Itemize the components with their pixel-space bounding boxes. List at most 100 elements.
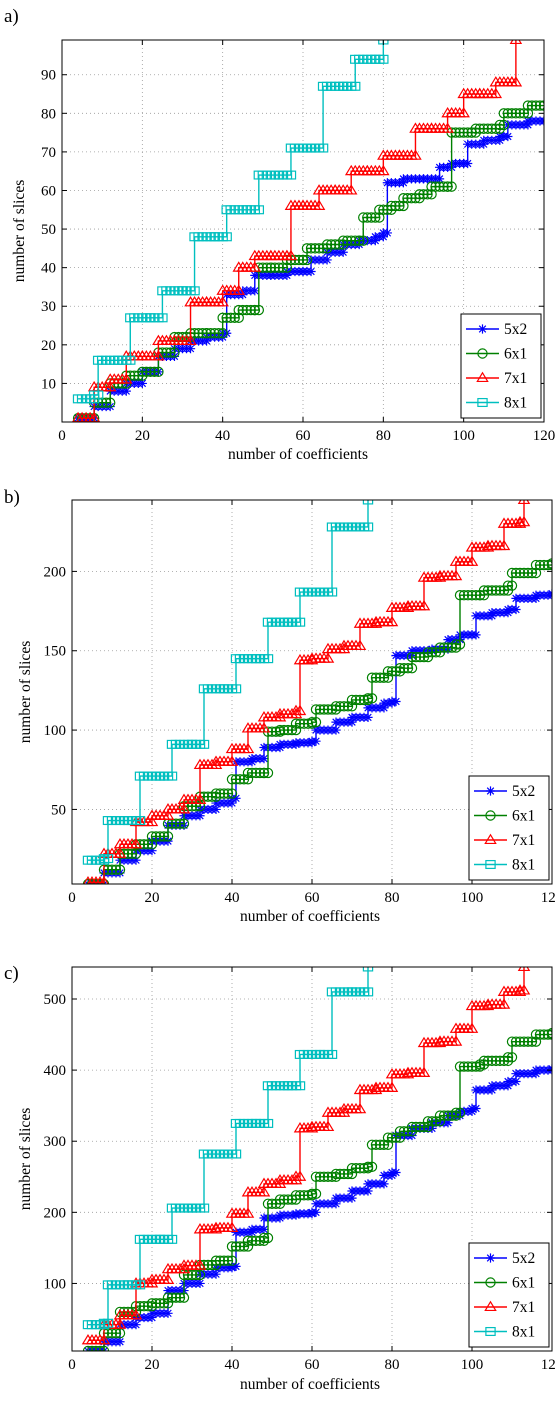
- data-point-6x1: [242, 1235, 254, 1246]
- data-point-6x1: [178, 1292, 190, 1303]
- data-point-5x2: [463, 158, 473, 169]
- legend-label: 8x1: [512, 1324, 535, 1341]
- data-point-5x2: [147, 846, 157, 856]
- data-point-8x1: [326, 1049, 338, 1059]
- y-tick-label: 40: [41, 261, 56, 277]
- data-point-6x1: [370, 1139, 382, 1150]
- legend-marker: [484, 1300, 497, 1312]
- legend-label: 7x1: [504, 370, 527, 387]
- data-point-6x1: [398, 193, 409, 204]
- data-point-8x1: [285, 170, 297, 180]
- data-point-6x1: [482, 585, 494, 596]
- data-point-6x1: [174, 1292, 186, 1303]
- data-point-6x1: [218, 788, 230, 799]
- data-point-6x1: [494, 585, 506, 596]
- x-tick-label: 80: [385, 1357, 400, 1373]
- x-tick-label: 60: [305, 1357, 320, 1373]
- data-point-7x1: [337, 642, 351, 654]
- data-point-6x1: [362, 693, 374, 704]
- data-point-6x1: [273, 262, 285, 273]
- data-point-7x1: [145, 815, 159, 827]
- data-point-6x1: [410, 651, 422, 663]
- legend-marker: [477, 397, 488, 408]
- series-7x1: [71, 40, 523, 422]
- data-point-6x1: [454, 127, 465, 138]
- data-point-7x1: [209, 1223, 223, 1234]
- data-point-6x1: [82, 878, 94, 884]
- data-point-6x1: [217, 328, 228, 339]
- data-point-6x1: [226, 788, 238, 799]
- data-point-7x1: [120, 373, 133, 384]
- data-point-6x1: [398, 662, 410, 674]
- data-point-6x1: [414, 651, 426, 663]
- legend-marker: [485, 810, 496, 821]
- data-point-6x1: [522, 1036, 534, 1047]
- data-point-5x2: [195, 1278, 205, 1289]
- data-point-6x1: [254, 767, 266, 779]
- data-point-6x1: [426, 1116, 438, 1127]
- data-point-6x1: [154, 1298, 166, 1309]
- data-point-5x2: [503, 131, 513, 142]
- legend-marker: [485, 786, 496, 796]
- data-point-6x1: [482, 123, 493, 134]
- data-point-5x2: [338, 247, 348, 257]
- data-point-7x1: [497, 539, 511, 551]
- legend-label: 7x1: [512, 832, 535, 849]
- data-point-5x2: [169, 351, 180, 362]
- data-point-6x1: [169, 347, 180, 358]
- data-point-6x1: [430, 181, 441, 192]
- x-tick-label: 100: [452, 428, 475, 444]
- data-point-6x1: [414, 1121, 426, 1133]
- chart-panel-3: c) 0 20 40 60 80 100 120 100 200 300 400 500 number o…: [4, 963, 556, 1393]
- data-point-6x1: [366, 1139, 378, 1150]
- data-point-6x1: [334, 1168, 346, 1180]
- legend-entry-6x1: 6x1: [474, 808, 535, 825]
- data-point-7x1: [509, 76, 523, 87]
- data-point-6x1: [318, 704, 330, 715]
- data-point-7x1: [161, 809, 175, 820]
- data-point-8x1: [350, 81, 361, 91]
- y-tick-label: 80: [41, 106, 56, 122]
- data-point-5x2: [231, 1261, 241, 1271]
- legend: 5x2 6x1 7x1 8x1: [468, 775, 550, 881]
- data-point-6x1: [526, 567, 538, 579]
- data-point-7x1: [417, 1066, 431, 1078]
- data-point-6x1: [145, 366, 156, 378]
- data-point-6x1: [334, 701, 346, 712]
- series-6x1: [82, 1027, 552, 1351]
- data-point-6x1: [438, 642, 450, 653]
- data-point-7x1: [232, 284, 245, 295]
- data-point-6x1: [274, 1194, 286, 1205]
- data-point-8x1: [166, 1234, 178, 1244]
- data-point-7x1: [517, 500, 531, 505]
- data-point-6x1: [406, 1121, 418, 1133]
- data-point-5x2: [363, 712, 373, 722]
- data-point-7x1: [481, 541, 495, 552]
- data-point-5x2: [347, 717, 357, 727]
- x-axis-label: number of coefficients: [228, 446, 368, 463]
- ticks: 0 20 40 60 80 100 120 50 100 150 200: [44, 500, 556, 906]
- data-point-5x2: [379, 703, 389, 713]
- data-point-6x1: [246, 1235, 258, 1246]
- data-point-5x2: [137, 378, 147, 389]
- data-point-7x1: [257, 722, 271, 733]
- data-point-6x1: [490, 1055, 502, 1067]
- data-point-6x1: [530, 559, 542, 571]
- data-point-7x1: [353, 1102, 367, 1114]
- x-tick-label: 40: [215, 428, 230, 444]
- ticks: 0 20 40 60 80 100 120 100 200 300 400 500: [44, 967, 556, 1373]
- y-tick-label: 200: [44, 564, 67, 580]
- data-point-6x1: [354, 235, 365, 246]
- legend-entry-5x2: 5x2: [474, 783, 535, 800]
- data-point-6x1: [502, 580, 514, 591]
- data-point-6x1: [246, 767, 258, 779]
- legend-marker: [477, 324, 488, 334]
- data-point-5x2: [231, 793, 241, 803]
- data-point-6x1: [458, 1061, 470, 1072]
- data-point-7x1: [103, 380, 117, 392]
- legend-label: 5x2: [512, 783, 535, 800]
- x-tick-label: 60: [296, 428, 311, 444]
- y-tick-label: 500: [44, 992, 67, 1008]
- data-point-7x1: [97, 1333, 111, 1345]
- data-point-6x1: [386, 1132, 398, 1143]
